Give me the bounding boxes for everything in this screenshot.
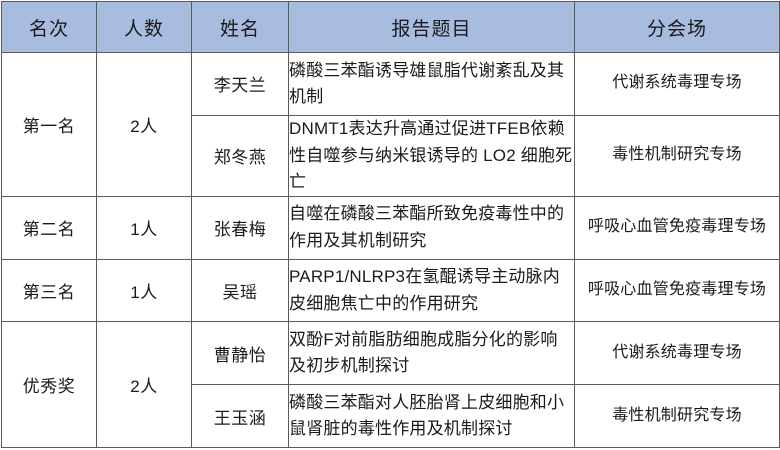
cell-presenter-name: 张春梅 xyxy=(191,195,289,260)
header-row: 名次 人数 姓名 报告题目 分会场 xyxy=(1,1,780,53)
cell-session-venue: 代谢系统毒理专场 xyxy=(574,321,780,386)
cell-report-title: 磷酸三苯酯对人胚胎肾上皮细胞和小鼠肾脏的毒性作用及机制探讨 xyxy=(288,384,575,448)
cell-count: 2人 xyxy=(96,52,192,197)
table-row: 第三名 1人 吴瑶 PARP1/NLRP3在氢醌诱导主动脉内皮细胞焦亡中的作用研究 呼吸… xyxy=(1,258,780,323)
cell-rank: 第三名 xyxy=(1,258,97,323)
table-body: 第一名 2人 李天兰 磷酸三苯酯诱导雄鼠脂代谢紊乱及其机制 代谢系统毒理专场 郑冬燕 DNM… xyxy=(1,52,780,448)
cell-rank: 优秀奖 xyxy=(1,321,97,448)
cell-report-title: DNMT1表达升高通过促进TFEB依赖性自噬参与纳米银诱导的 LO2 细胞死亡 xyxy=(288,114,575,197)
table-row: 优秀奖 2人 曹静怡 双酚F对前脂肪细胞成脂分化的影响及初步机制探讨 代谢系统毒理专场 xyxy=(1,321,780,448)
cell-presenter-name: 李天兰 xyxy=(191,52,289,116)
column-header-title: 报告题目 xyxy=(288,1,575,53)
table-header: 名次 人数 姓名 报告题目 分会场 xyxy=(1,1,780,53)
column-header-name: 姓名 xyxy=(191,1,289,53)
cell-presenter-name: 吴瑶 xyxy=(191,258,289,323)
column-header-venue: 分会场 xyxy=(574,1,780,53)
cell-session-venue: 代谢系统毒理专场 xyxy=(574,52,780,116)
cell-presenter-name: 王玉涵 xyxy=(191,384,289,448)
cell-count: 2人 xyxy=(96,321,192,448)
cell-count: 1人 xyxy=(96,258,192,323)
table-row: 郑冬燕 DNMT1表达升高通过促进TFEB依赖性自噬参与纳米银诱导的 LO2 细胞… xyxy=(2,114,780,197)
table-row: 王玉涵 磷酸三苯酯对人胚胎肾上皮细胞和小鼠肾脏的毒性作用及机制探讨 毒性机制研究专场 xyxy=(2,384,780,448)
cell-session-venue: 毒性机制研究专场 xyxy=(574,114,780,197)
cell-report-title: 自噬在磷酸三苯酯所致免疫毒性中的作用及其机制研究 xyxy=(288,195,575,260)
cell-session-venue: 呼吸心血管免疫毒理专场 xyxy=(574,258,780,323)
cell-report-title: 磷酸三苯酯诱导雄鼠脂代谢紊乱及其机制 xyxy=(288,52,575,116)
column-header-count: 人数 xyxy=(96,1,192,53)
cell-report-title: PARP1/NLRP3在氢醌诱导主动脉内皮细胞焦亡中的作用研究 xyxy=(288,258,575,323)
cell-rank: 第一名 xyxy=(1,52,97,197)
cell-presenter-name: 曹静怡 xyxy=(191,321,289,386)
cell-session-venue: 毒性机制研究专场 xyxy=(574,384,780,448)
cell-presenter-name: 郑冬燕 xyxy=(191,114,289,197)
cell-rank: 第二名 xyxy=(1,195,97,260)
cell-session-venue: 呼吸心血管免疫毒理专场 xyxy=(574,195,780,260)
column-header-rank: 名次 xyxy=(1,1,97,53)
table-row: 第一名 2人 李天兰 磷酸三苯酯诱导雄鼠脂代谢紊乱及其机制 代谢系统毒理专场 xyxy=(1,52,780,197)
cell-report-title: 双酚F对前脂肪细胞成脂分化的影响及初步机制探讨 xyxy=(288,321,575,386)
cell-count: 1人 xyxy=(96,195,192,260)
table-row: 第二名 1人 张春梅 自噬在磷酸三苯酯所致免疫毒性中的作用及其机制研究 呼吸心血管免疫毒… xyxy=(1,195,780,260)
